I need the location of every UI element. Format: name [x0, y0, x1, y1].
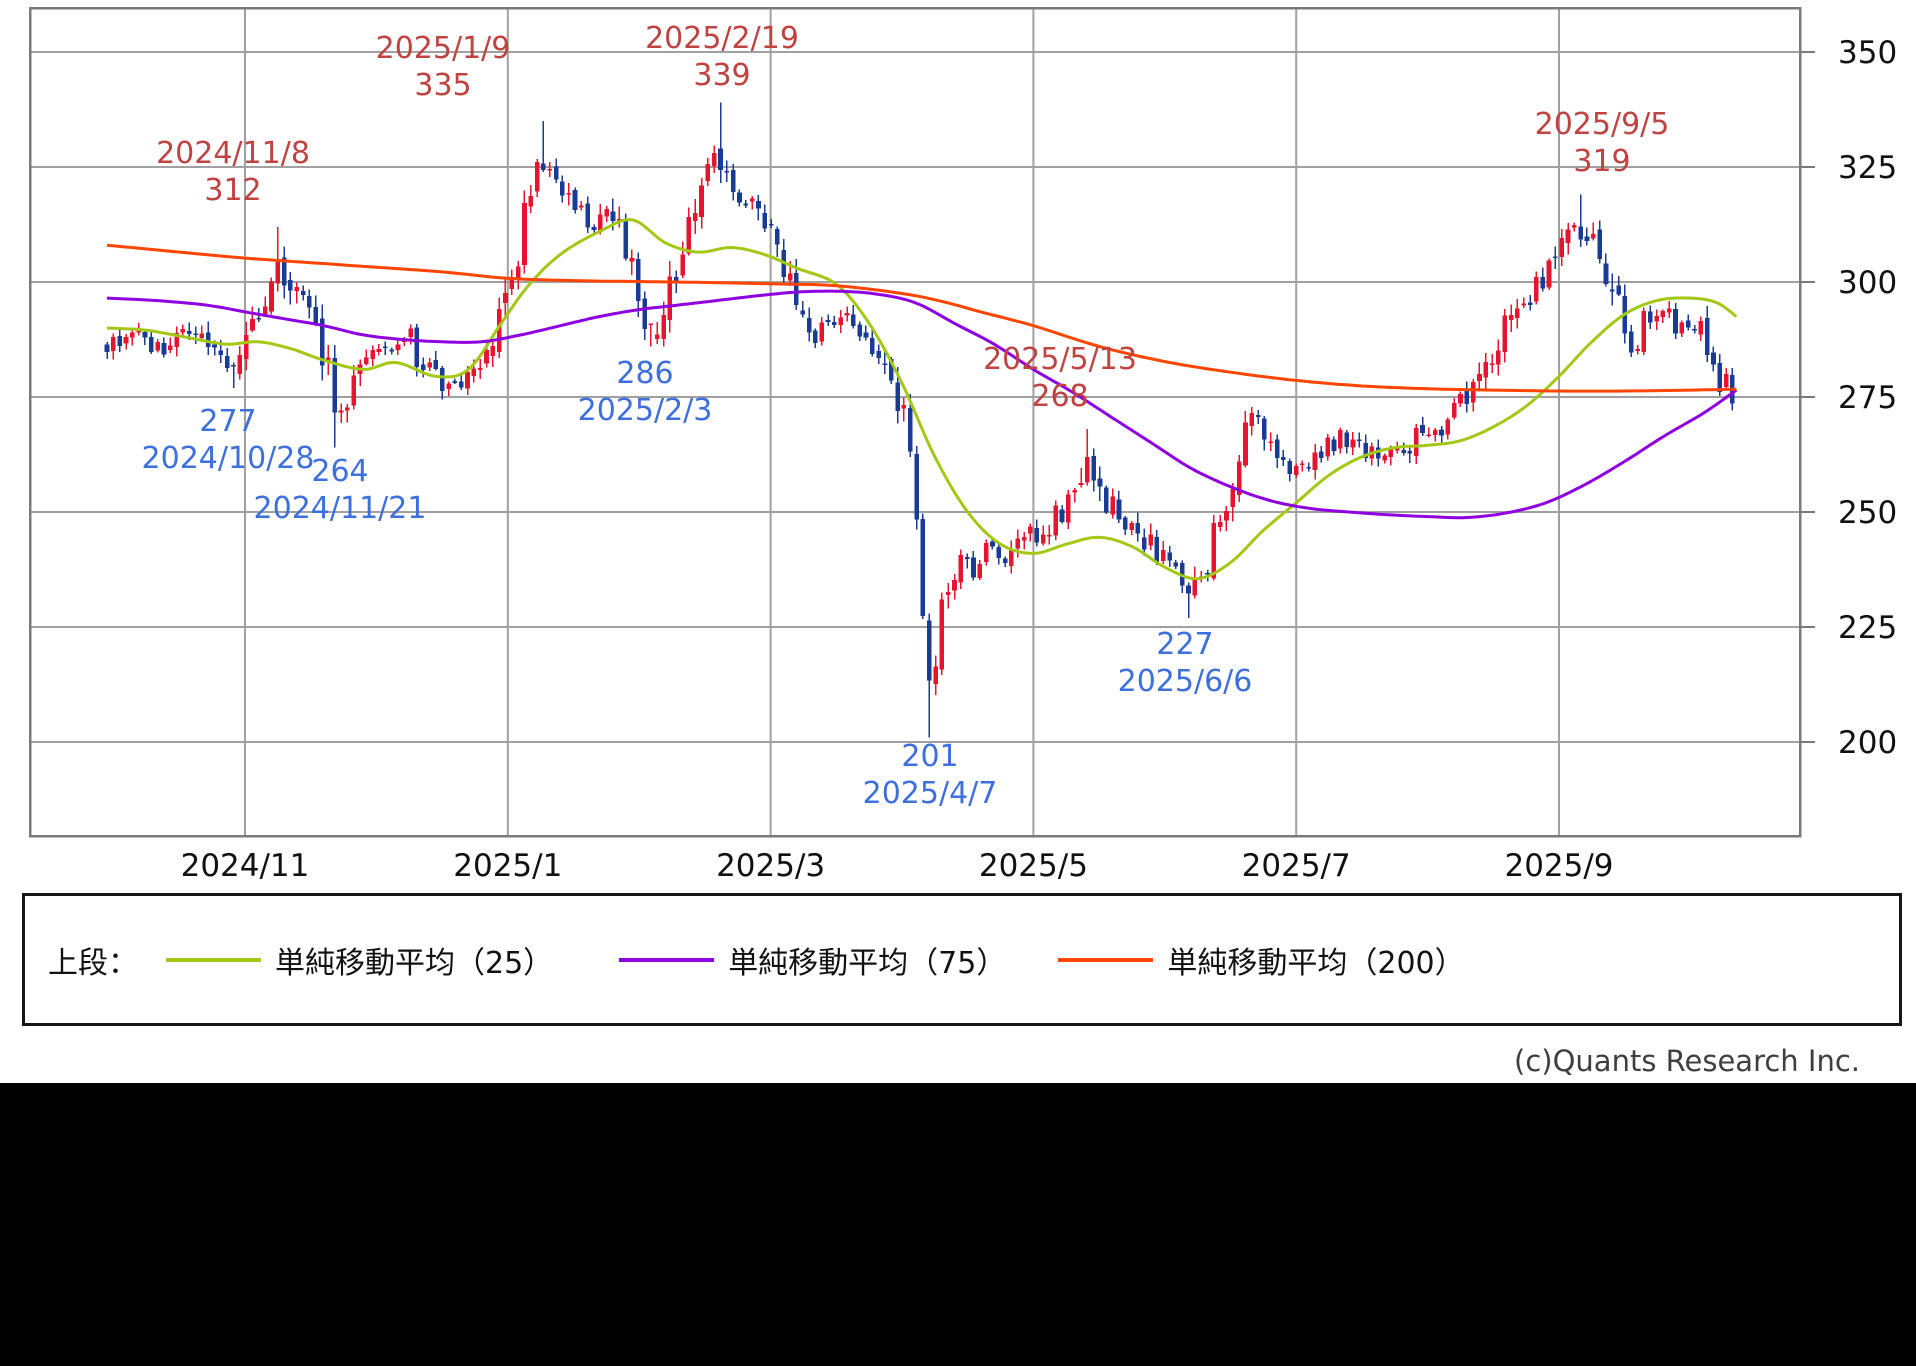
- trough-annotation: 2024/10/28: [142, 441, 315, 476]
- peak-annotation: 2025/1/9: [376, 31, 511, 66]
- y-tick-label: 225: [1838, 610, 1897, 646]
- trough-annotation: 2025/2/3: [578, 393, 713, 428]
- trough-annotation: 277: [199, 404, 256, 439]
- trough-annotation: 286: [616, 356, 673, 391]
- trough-annotation: 201: [901, 739, 958, 774]
- legend-item-sma200: 単純移動平均（200）: [1058, 938, 1465, 982]
- peak-annotation: 312: [204, 173, 261, 208]
- y-tick-label: 350: [1838, 35, 1897, 71]
- trough-annotation: 264: [311, 454, 368, 489]
- ma-line-sma25: [106, 218, 1738, 581]
- peak-annotation: 2025/2/19: [645, 21, 799, 56]
- peak-annotation: 339: [693, 58, 750, 93]
- x-tick-label: 2025/5: [979, 848, 1088, 884]
- sma25-line-swatch: [166, 957, 261, 962]
- sma75-line-swatch: [619, 957, 715, 962]
- legend-box: 上段： 単純移動平均（25） 単純移動平均（75） 単純移動平均（200）: [22, 893, 1902, 1026]
- trough-annotation: 2024/11/21: [254, 491, 427, 526]
- legend-prefix: 上段：: [48, 945, 138, 981]
- peak-annotation: 2025/9/5: [1535, 107, 1670, 142]
- ma-line-sma200: [106, 243, 1737, 393]
- trough-annotation: 2025/4/7: [863, 776, 998, 811]
- peak-annotation: 2025/5/13: [983, 342, 1137, 377]
- y-tick-label: 325: [1838, 150, 1897, 186]
- x-tick-label: 2025/3: [716, 848, 825, 884]
- x-tick-label: 2024/11: [181, 848, 310, 884]
- moving-average-lines: [106, 218, 1738, 581]
- candlestick-chart: 2024/11 2025/1 2025/3 2025/5 2025/7 2025/9 200…: [28, 6, 1898, 884]
- sma200-line-swatch: [1058, 957, 1154, 962]
- x-tick-label: 2025/7: [1242, 848, 1351, 884]
- peak-annotation: 319: [1573, 144, 1630, 179]
- x-tick-label: 2025/9: [1504, 848, 1613, 884]
- peak-annotation: 2024/11/8: [156, 136, 310, 171]
- x-tick-label: 2025/1: [453, 848, 562, 884]
- ma-line-sma75: [106, 289, 1738, 520]
- legend-item-sma75: 単純移動平均（75）: [619, 938, 1006, 982]
- peak-annotation: 335: [414, 68, 471, 103]
- y-tick-label: 250: [1838, 495, 1897, 531]
- y-tick-label: 300: [1838, 265, 1897, 301]
- y-tick-label: 275: [1838, 380, 1897, 416]
- legend-item-sma25: 単純移動平均（25）: [166, 938, 553, 982]
- bottom-black-bar: [0, 1083, 1916, 1366]
- axis-labels: 2024/11 2025/1 2025/3 2025/5 2025/7 2025/9 200…: [181, 35, 1898, 884]
- trough-annotation: 2025/6/6: [1118, 664, 1253, 699]
- trough-annotation: 227: [1156, 627, 1213, 662]
- y-tick-label: 200: [1838, 725, 1897, 761]
- copyright-text: (c)Quants Research Inc.: [1514, 1044, 1860, 1078]
- legend-label-sma200: 単純移動平均（200）: [1167, 945, 1465, 981]
- legend-label-sma75: 単純移動平均（75）: [728, 945, 1007, 981]
- grid-lines: [28, 6, 1815, 838]
- peak-annotation: 268: [1031, 379, 1088, 414]
- legend-label-sma25: 単純移動平均（25）: [275, 945, 554, 981]
